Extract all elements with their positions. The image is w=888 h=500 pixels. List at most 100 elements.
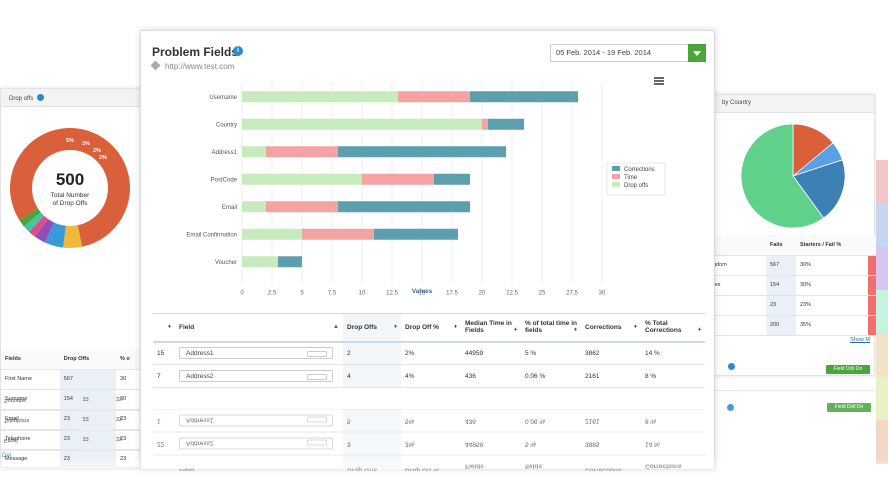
column-header-field[interactable]: Field ▲ [175, 313, 343, 343]
left-lower-link[interactable]: Del [2, 452, 12, 459]
pie-slice[interactable] [740, 123, 825, 229]
info-icon[interactable]: i [233, 46, 243, 56]
bar-corrections[interactable] [488, 118, 524, 130]
column-header[interactable]: Starters / Fail % [796, 235, 868, 256]
cell: ates [706, 275, 766, 296]
info-icon[interactable] [727, 404, 734, 411]
x-tick-label: 27.5 [566, 291, 578, 297]
column-header-drop-off-pct[interactable]: Drop Off % ♦ [401, 313, 461, 343]
bar-time[interactable] [482, 118, 488, 130]
bar-drop-offs[interactable] [242, 91, 398, 103]
date-range-value: 05 Feb. 2014 - 19 Feb. 2014 [556, 48, 652, 57]
bar-corrections[interactable] [338, 146, 506, 158]
bar-corrections[interactable] [338, 201, 470, 213]
cell-field: Address2 [175, 432, 343, 456]
field-name-input[interactable]: Address2 [179, 370, 333, 382]
bar-corrections[interactable] [278, 256, 302, 268]
column-header-drop-offs[interactable]: Drop Offs ♦ [343, 313, 401, 343]
field-drill-button[interactable]: Field Drill Do [826, 365, 870, 374]
cell-drop-off-pct: 3% [401, 432, 461, 456]
cell-num: 7 [153, 364, 175, 388]
field-name-input[interactable]: Address1 [179, 347, 333, 360]
table-row[interactable]: First Name 567 30 [1, 369, 146, 390]
column-header[interactable]: Fails [766, 235, 796, 256]
pie-slice[interactable] [792, 159, 846, 219]
cell-pct-time: 0.06 % [521, 409, 581, 433]
table-row[interactable]: 23 23% [706, 295, 876, 316]
cell-num: 1 [153, 409, 175, 433]
column-header[interactable]: Drop Offs [59, 349, 117, 370]
info-icon[interactable] [728, 363, 735, 370]
cell-field: Address2 [175, 364, 343, 388]
cell-field: Address1 [175, 341, 343, 365]
bar-drop-offs[interactable] [242, 228, 302, 240]
table-row[interactable]: ngdom 567 30% [706, 255, 876, 276]
color-swatch [868, 255, 876, 276]
column-header[interactable] [706, 235, 766, 256]
donut-label: 2% [93, 148, 101, 154]
color-strip-segment [876, 420, 888, 464]
bar-corrections[interactable] [470, 91, 578, 103]
legend-label[interactable]: Drop offs [624, 183, 648, 189]
color-strip-segment [876, 290, 888, 334]
cell: 23% [796, 295, 868, 316]
column-header-num[interactable]: ♦ [153, 313, 175, 343]
color-strip [876, 160, 888, 470]
show-more-link[interactable]: Show M [850, 337, 870, 343]
bar-drop-offs[interactable] [242, 146, 266, 158]
bar-time[interactable] [266, 146, 338, 158]
field-drill-button-lower[interactable]: Field Drill Do [827, 403, 871, 412]
cell-pct-corrections: 14 % [641, 432, 705, 456]
cell-corrections: 3885 [581, 432, 641, 456]
date-range-select[interactable]: 05 Feb. 2014 - 19 Feb. 2014 [550, 44, 706, 62]
table-row[interactable]: Surname 33 33 [0, 390, 145, 411]
column-header[interactable]: % o [116, 349, 146, 370]
bar-drop-offs[interactable] [242, 256, 278, 268]
color-strip-segment [876, 333, 888, 377]
table-row[interactable]: Telephone 33 33 [0, 410, 145, 431]
x-tick-label: 10 [359, 291, 366, 297]
legend-label[interactable]: Corrections [624, 167, 655, 173]
column-header-pct-time[interactable]: % of total time in fields ♦ [521, 313, 581, 343]
category-label: Email Confirmation [186, 232, 237, 238]
color-strip-segment [876, 203, 888, 247]
donut-total: 500 [56, 170, 84, 189]
bar-drop-offs[interactable] [242, 118, 482, 130]
chevron-down-icon[interactable] [688, 44, 706, 62]
bar-drop-offs[interactable] [242, 173, 362, 185]
column-header-corrections[interactable]: Corrections ♦ [581, 313, 641, 343]
x-tick-label: 5 [300, 291, 304, 297]
table-row[interactable]: 7 Address2 4 4% 436 0.06 % 2161 8 % [153, 364, 705, 388]
column-header[interactable]: Fields [1, 349, 60, 370]
column-header-pct-corrections[interactable]: % Total Corrections ♦ [641, 313, 705, 343]
table-row: 22 Address2 3 3% 44959 5 % 3885 14 % [153, 432, 705, 456]
table-row[interactable]: ates 154 30% [706, 275, 876, 296]
cell: Telephone [0, 410, 79, 431]
cell-corrections: 2161 [581, 364, 641, 388]
chart-menu-icon[interactable] [654, 77, 664, 85]
color-swatch [868, 295, 876, 316]
info-icon[interactable] [37, 94, 45, 101]
country-panel: by Country Fails Starters / Fail % ngdom… [705, 94, 876, 376]
bar-time[interactable] [302, 228, 374, 240]
page-title: Problem Fields [152, 45, 239, 59]
table-row[interactable]: 200 35% [706, 315, 876, 336]
edit-icon[interactable] [150, 60, 161, 71]
table-row[interactable]: 15 Address1 2 2% 44959 5 % 3862 14 % [153, 341, 705, 365]
bar-corrections[interactable] [434, 173, 470, 185]
right-lower-panel: Field Drill Do [705, 390, 875, 470]
bar-time[interactable] [398, 91, 470, 103]
bar-drop-offs[interactable] [242, 201, 266, 213]
column-header-median-time[interactable]: Median Time in Fields ♦ [461, 313, 521, 343]
table-row[interactable]: Email 33 33 [0, 430, 145, 451]
problem-fields-table: ♦ Field ▲ Drop Offs ♦ Drop Off % ♦ Median T… [153, 313, 705, 388]
cell [706, 295, 766, 316]
cell: 30% [796, 255, 868, 276]
bar-corrections[interactable] [374, 228, 458, 240]
bar-time[interactable] [266, 201, 338, 213]
table-header-row: Fails Starters / Fail % [706, 235, 876, 256]
legend-label[interactable]: Time [624, 175, 638, 181]
cell: 567 [59, 369, 117, 390]
bar-time[interactable] [362, 173, 434, 185]
